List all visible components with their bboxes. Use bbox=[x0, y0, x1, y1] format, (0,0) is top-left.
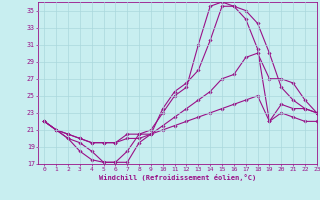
X-axis label: Windchill (Refroidissement éolien,°C): Windchill (Refroidissement éolien,°C) bbox=[99, 174, 256, 181]
